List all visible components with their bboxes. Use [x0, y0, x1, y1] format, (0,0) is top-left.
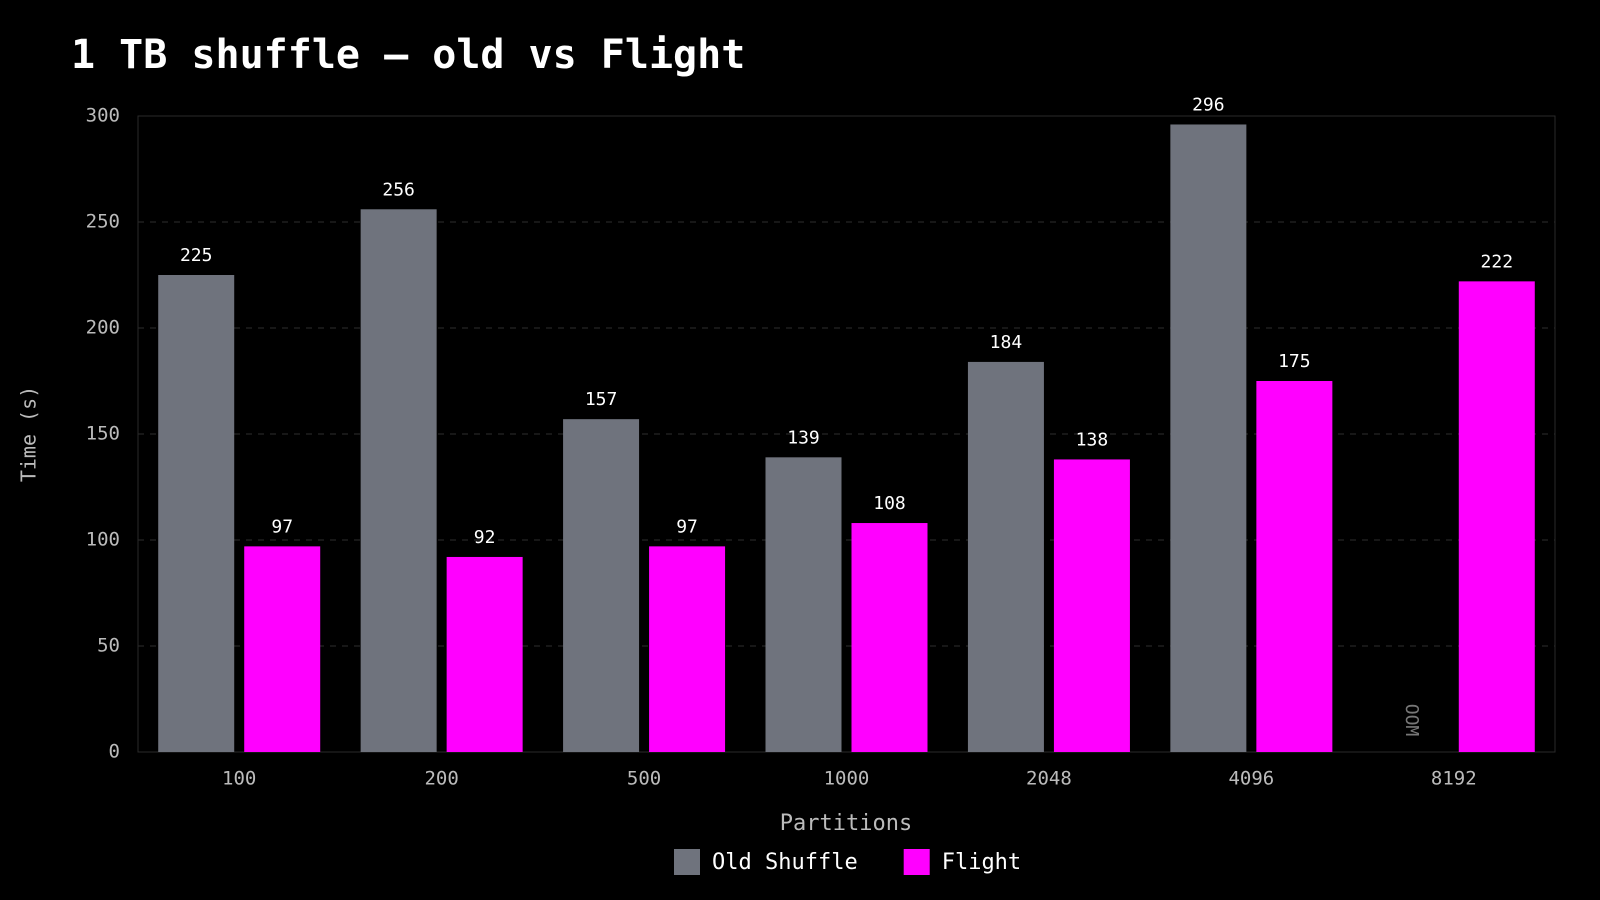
y-tick-label: 50 [97, 635, 120, 657]
value-label: 256 [382, 179, 415, 200]
x-tick-label: 8192 [1431, 768, 1477, 790]
legend-label: Old Shuffle [712, 850, 858, 875]
x-tick-label: 200 [424, 768, 458, 790]
value-label: 108 [873, 493, 906, 514]
bar [563, 419, 640, 752]
value-label: 138 [1076, 429, 1109, 450]
missing-label: OOM [1401, 704, 1422, 737]
x-tick-label: 4096 [1228, 768, 1274, 790]
value-label: 139 [787, 427, 820, 448]
value-label: 92 [474, 527, 496, 548]
value-label: 97 [271, 516, 293, 537]
legend-label: Flight [942, 850, 1021, 875]
bar [244, 546, 321, 752]
y-tick-label: 100 [86, 529, 120, 551]
bar [1256, 381, 1333, 752]
x-tick-label: 1000 [824, 768, 870, 790]
x-axis-label: Partitions [780, 811, 912, 836]
value-label: 97 [676, 516, 698, 537]
y-tick-label: 150 [86, 423, 120, 445]
value-label: 184 [990, 332, 1023, 353]
value-label: 225 [180, 245, 213, 266]
bar [765, 457, 842, 752]
bar [360, 209, 437, 752]
plot-frame [137, 115, 1556, 753]
legend-swatch [674, 849, 700, 875]
bar [851, 523, 928, 752]
x-tick-label: 100 [222, 768, 256, 790]
value-label: 175 [1278, 351, 1311, 372]
legend-swatch [903, 849, 930, 875]
value-label: 157 [585, 389, 618, 410]
bar [1053, 459, 1130, 752]
x-tick-label: 2048 [1026, 768, 1072, 790]
y-tick-label: 200 [86, 317, 120, 339]
x-tick-label: 500 [627, 768, 661, 790]
bar [1458, 281, 1535, 752]
y-tick-label: 300 [86, 105, 120, 127]
chart-title: 1 TB shuffle — old vs Flight [71, 32, 745, 78]
bar [649, 546, 726, 752]
value-label: 296 [1192, 94, 1225, 115]
bar [1170, 124, 1247, 753]
bar [158, 275, 235, 752]
y-axis-label: Time (s) [17, 386, 41, 482]
bar [446, 556, 523, 752]
y-tick-label: 250 [86, 211, 120, 233]
bar [967, 361, 1044, 752]
value-label: 222 [1481, 251, 1514, 272]
y-tick-label: 0 [109, 741, 120, 763]
